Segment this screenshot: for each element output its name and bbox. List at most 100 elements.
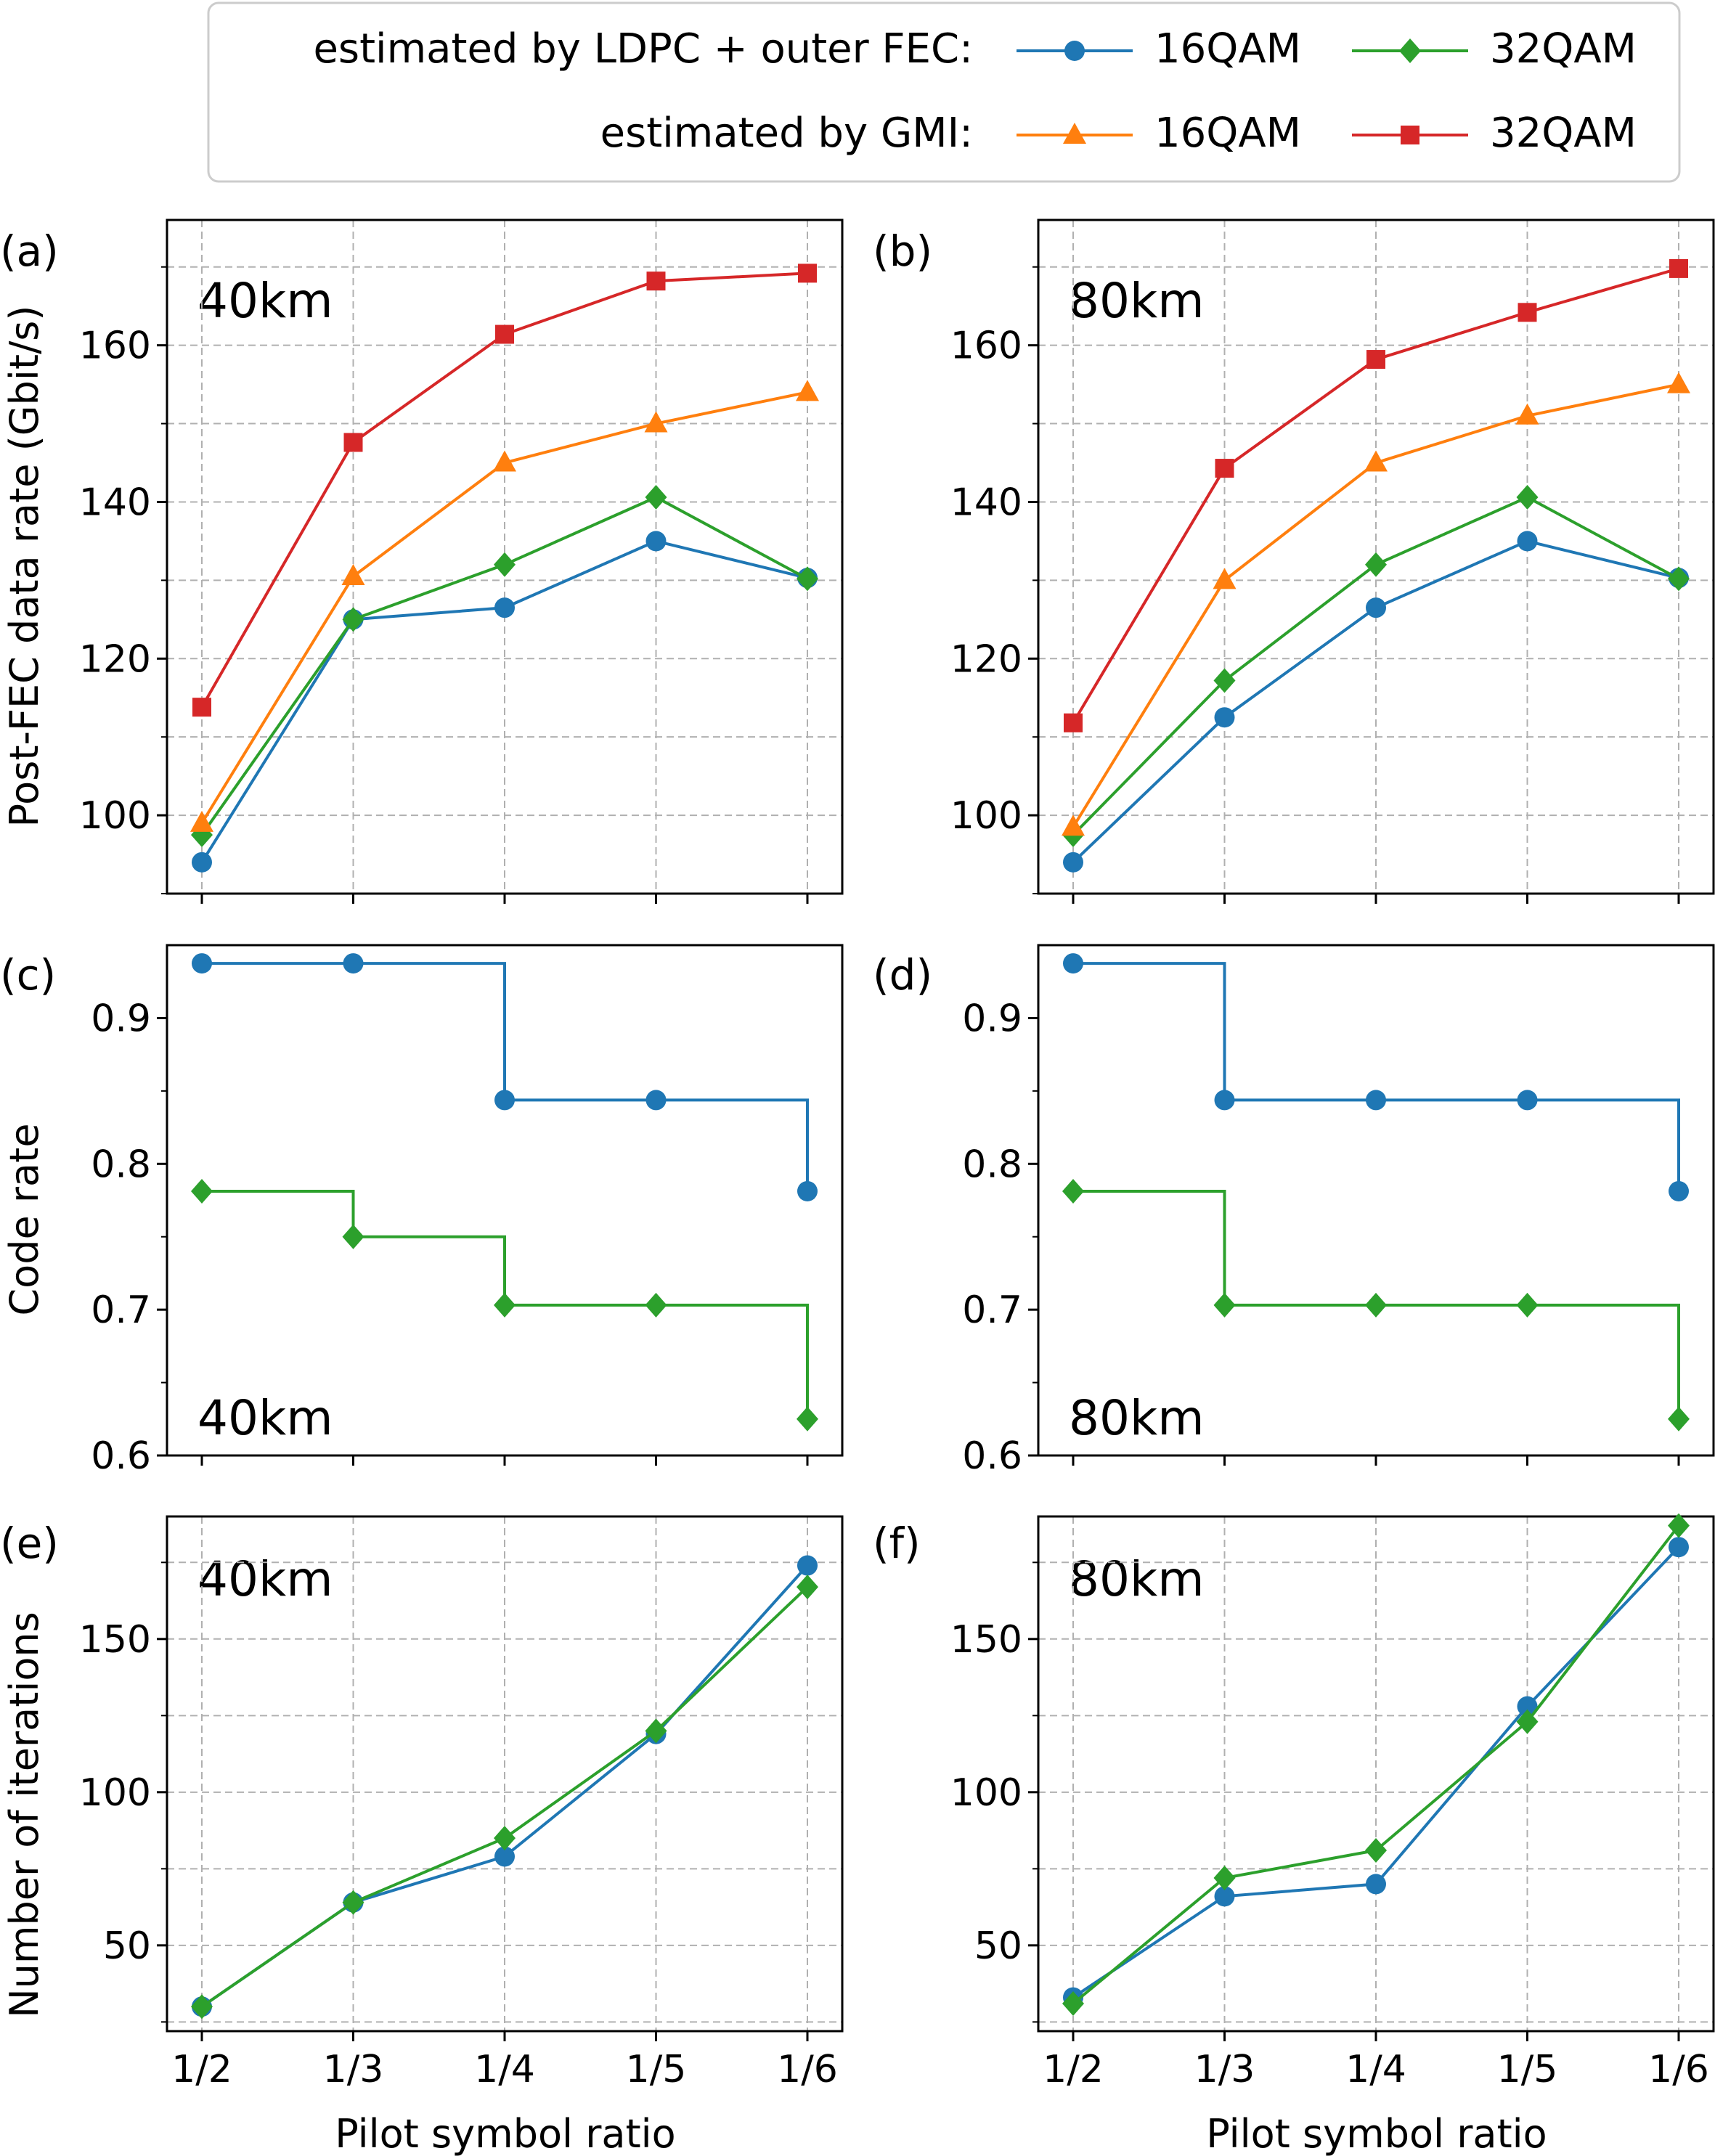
point-f-1-4 — [1668, 1513, 1690, 1538]
y-tick-label-d-3: 0.9 — [962, 997, 1022, 1040]
point-d-0-4 — [1669, 1180, 1689, 1201]
panel-b-label: (b) — [873, 226, 932, 276]
point-b-2-2 — [1364, 450, 1388, 472]
point-e-1-1 — [342, 1890, 364, 1915]
point-e-0-4 — [797, 1555, 818, 1576]
y-tick-label-a-0: 100 — [79, 794, 151, 838]
y-axis-title-code: Code rate — [1, 1123, 47, 1315]
y-tick-label-e-1: 100 — [79, 1771, 151, 1815]
x-tick-label-e-2: 1/4 — [474, 2048, 535, 2091]
panel-e: (e) 40km — [0, 1519, 333, 1607]
point-b-3-0 — [1064, 713, 1083, 732]
point-e-1-0 — [191, 1994, 213, 2020]
y-tick-label-b-1: 120 — [950, 637, 1022, 681]
x-tick-label-f-3: 1/5 — [1497, 2048, 1558, 2091]
y-tick-label-f-2: 150 — [950, 1618, 1022, 1662]
point-a-0-2 — [494, 597, 515, 618]
point-b-3-3 — [1518, 303, 1537, 322]
point-a-1-2 — [494, 552, 516, 577]
plot-c: 0.6 0.7 0.8 0.9 — [91, 944, 844, 1478]
series-line-d-0 — [1073, 962, 1680, 1191]
point-f-1-1 — [1213, 1865, 1236, 1890]
y-tick-label-a-1: 120 — [79, 637, 151, 681]
point-f-1-0 — [1062, 1991, 1084, 2017]
point-c-0-1 — [343, 953, 364, 974]
legend-row2-label: estimated by GMI: — [600, 110, 973, 157]
plot-layer: 1001201401601001201401600.60.70.80.90.60… — [79, 219, 1715, 2091]
point-b-0-0 — [1063, 852, 1083, 873]
x-tick-label-f-1: 1/3 — [1194, 2048, 1255, 2091]
point-b-0-2 — [1366, 597, 1386, 618]
point-c-1-0 — [191, 1178, 213, 1204]
legend-marker-3 — [1401, 126, 1419, 144]
plot-b: 100 120 140 160 — [950, 219, 1715, 904]
point-a-3-2 — [495, 324, 514, 344]
point-b-1-3 — [1516, 484, 1539, 510]
plot-frame-d — [1037, 944, 1715, 1457]
point-a-2-3 — [644, 411, 668, 433]
x-axis-title-left: Pilot symbol ratio — [335, 2111, 675, 2156]
x-tick-label-e-1: 1/3 — [323, 2048, 384, 2091]
legend-entry-32qam-gmi-label: 32QAM — [1490, 110, 1637, 157]
legend-marker-2 — [1063, 123, 1086, 144]
point-f-1-3 — [1516, 1709, 1539, 1734]
panel-e-label: (e) — [0, 1519, 59, 1568]
panel-b: (b) 80km — [873, 226, 1205, 329]
point-b-0-3 — [1517, 531, 1538, 552]
y-axis-title-iterations: Number of iterations — [1, 1612, 47, 2018]
panel-f-distance: 80km — [1069, 1551, 1205, 1607]
panel-c-distance: 40km — [197, 1390, 333, 1446]
panel-a-label: (a) — [0, 226, 59, 276]
point-b-1-1 — [1213, 668, 1236, 693]
series-line-c-0 — [202, 962, 809, 1191]
y-tick-label-d-1: 0.7 — [962, 1289, 1022, 1332]
legend-marker-1 — [1399, 38, 1421, 63]
point-a-2-0 — [190, 810, 213, 832]
point-a-1-4 — [797, 566, 818, 592]
point-c-1-3 — [645, 1292, 667, 1318]
y-tick-label-c-1: 0.7 — [91, 1289, 151, 1332]
x-tick-label-f-2: 1/4 — [1345, 2048, 1406, 2091]
point-b-2-3 — [1515, 403, 1539, 425]
point-a-3-0 — [192, 698, 211, 717]
point-d-1-2 — [1365, 1292, 1387, 1318]
point-b-3-2 — [1366, 350, 1385, 369]
point-f-1-2 — [1365, 1838, 1387, 1863]
y-tick-label-c-2: 0.8 — [91, 1143, 151, 1186]
panel-a-distance: 40km — [197, 273, 333, 329]
x-tick-label-f-4: 1/6 — [1648, 2048, 1709, 2091]
point-a-2-4 — [796, 380, 819, 401]
plot-f: 50 100 150 1/2 1/3 1/4 1/5 1/6 — [950, 1513, 1715, 2091]
point-f-0-1 — [1214, 1886, 1235, 1907]
point-b-1-2 — [1365, 552, 1387, 577]
point-d-0-2 — [1366, 1090, 1386, 1111]
point-a-3-4 — [798, 264, 817, 283]
point-b-2-4 — [1667, 372, 1690, 393]
x-axis-title-right: Pilot symbol ratio — [1206, 2111, 1547, 2156]
point-a-3-1 — [343, 433, 363, 452]
y-tick-label-b-3: 160 — [950, 324, 1022, 368]
panel-c-label: (c) — [0, 950, 56, 1000]
y-tick-label-f-0: 50 — [974, 1924, 1022, 1968]
point-d-1-4 — [1668, 1406, 1690, 1432]
y-tick-label-e-0: 50 — [103, 1924, 151, 1968]
point-a-0-0 — [192, 852, 212, 873]
y-tick-label-a-2: 140 — [79, 481, 151, 524]
panel-d-distance: 80km — [1069, 1390, 1205, 1446]
point-b-2-0 — [1062, 814, 1085, 836]
y-tick-label-c-3: 0.9 — [91, 997, 151, 1040]
x-tick-label-f-0: 1/2 — [1043, 2048, 1104, 2091]
x-tick-label-e-0: 1/2 — [171, 2048, 232, 2091]
plot-d: 0.6 0.7 0.8 0.9 — [962, 944, 1715, 1478]
legend-entry-32qam-ldpc-label: 32QAM — [1490, 25, 1637, 73]
point-a-0-3 — [645, 531, 667, 552]
point-d-0-0 — [1063, 953, 1083, 974]
legend: estimated by LDPC + outer FEC: estimated… — [207, 1, 1681, 183]
legend-frame — [207, 1, 1681, 183]
point-a-1-1 — [342, 607, 364, 632]
legend-marker-0 — [1064, 41, 1085, 61]
point-a-1-3 — [645, 484, 667, 510]
point-a-3-3 — [646, 271, 666, 291]
y-tick-label-d-0: 0.6 — [962, 1434, 1022, 1478]
panel-c: (c) 40km — [0, 950, 333, 1446]
